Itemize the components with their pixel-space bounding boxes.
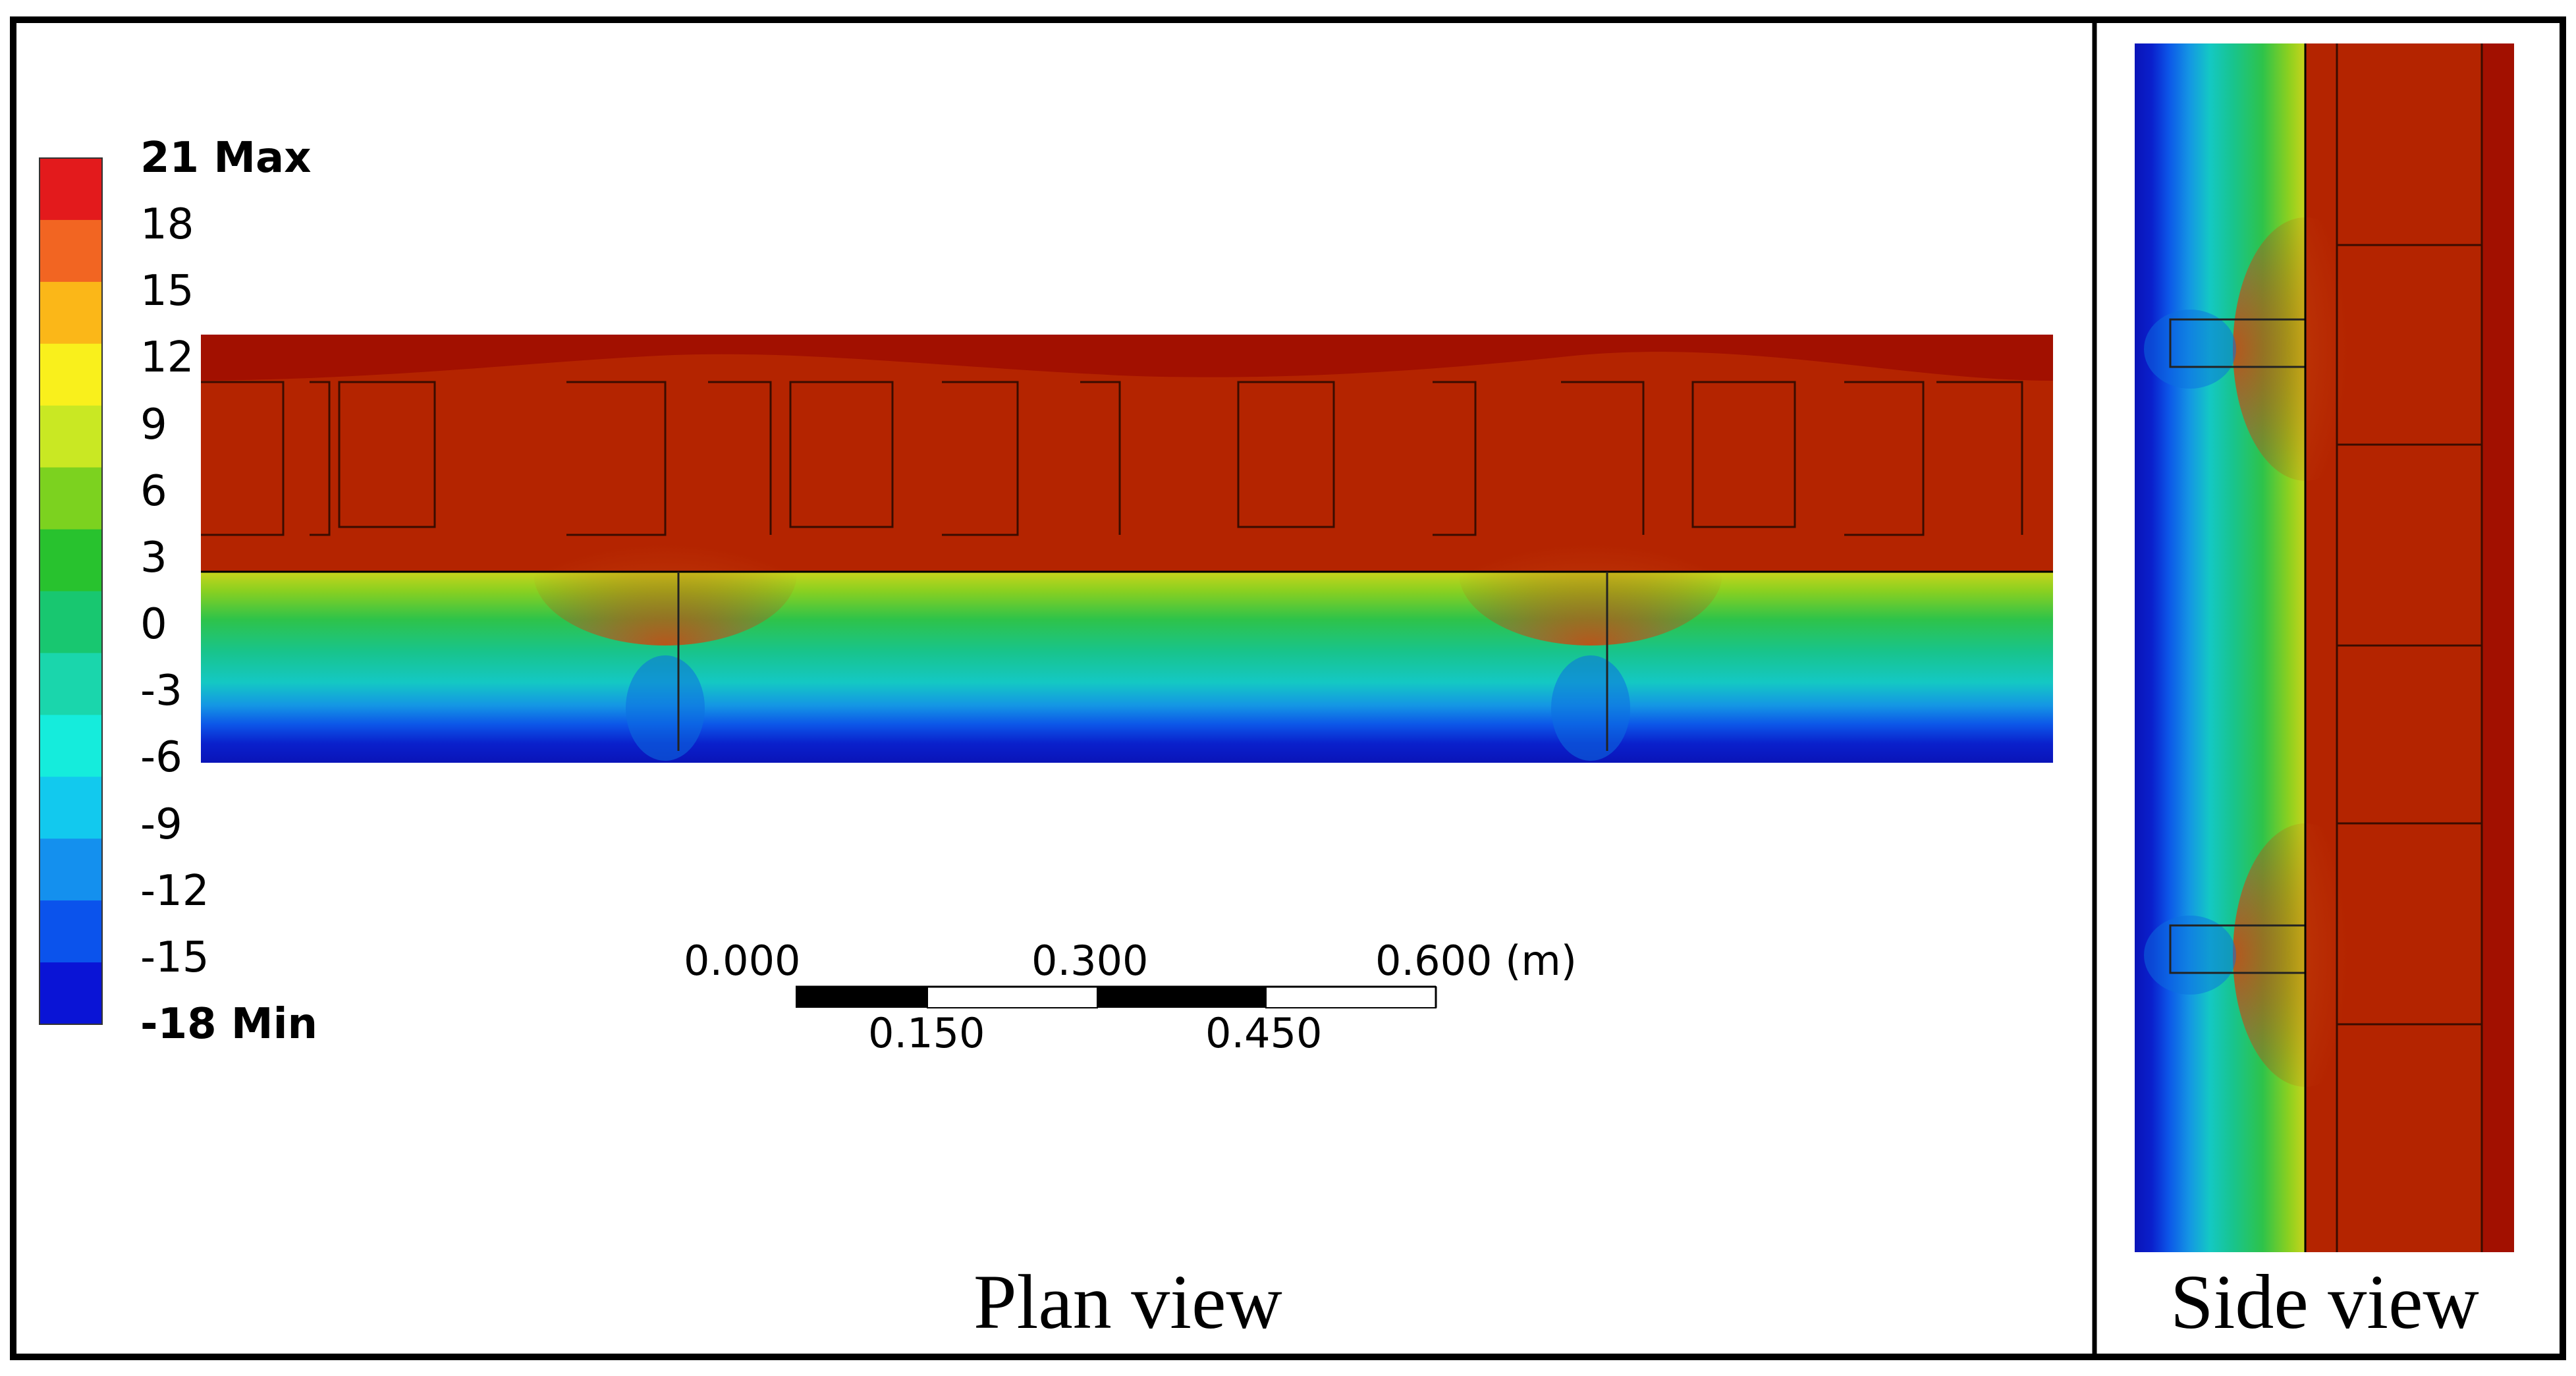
scale-label-0: 0.000 bbox=[684, 937, 801, 985]
legend-tick-label: -3 bbox=[140, 667, 182, 715]
legend-tick-label: 3 bbox=[140, 534, 167, 582]
plan-view-thermal-map bbox=[201, 335, 2053, 763]
plan-view-caption: Plan view bbox=[973, 1259, 1282, 1345]
legend-band bbox=[40, 219, 102, 283]
legend-border bbox=[39, 157, 103, 1025]
side-view-caption: Side view bbox=[2170, 1259, 2479, 1345]
legend-band bbox=[40, 715, 102, 777]
legend-band bbox=[40, 653, 102, 715]
legend-band bbox=[40, 281, 102, 344]
legend-tick-label: -12 bbox=[140, 867, 209, 916]
legend-band bbox=[40, 962, 102, 1025]
legend-tick-label: -9 bbox=[140, 800, 182, 849]
side-view-thermal-map bbox=[2135, 43, 2514, 1252]
legend-tick-label: 0 bbox=[140, 600, 167, 649]
legend-tick-label: -15 bbox=[140, 933, 209, 982]
temperature-color-bar bbox=[39, 157, 103, 1025]
scale-label-150: 0.150 bbox=[868, 1009, 985, 1057]
scale-label-450: 0.450 bbox=[1205, 1009, 1323, 1057]
legend-tick-label: 9 bbox=[140, 400, 167, 449]
outer-border bbox=[10, 16, 2566, 1360]
legend-tick-label: 15 bbox=[140, 267, 194, 316]
scale-label-600: 0.600 (m) bbox=[1375, 937, 1577, 985]
legend-band bbox=[40, 591, 102, 653]
legend-band bbox=[40, 405, 102, 468]
legend-band bbox=[40, 839, 102, 901]
legend-tick-label: -6 bbox=[140, 733, 182, 782]
legend-tick-label: 12 bbox=[140, 333, 194, 382]
legend-band bbox=[40, 529, 102, 592]
legend-band bbox=[40, 343, 102, 406]
legend-band bbox=[40, 777, 102, 839]
legend-tick-label: 18 bbox=[140, 200, 194, 249]
legend-tick-label: 6 bbox=[140, 467, 167, 516]
legend-tick-label: -18 Min bbox=[140, 1000, 318, 1049]
legend-tick-label: 21 Max bbox=[140, 134, 312, 182]
legend-band bbox=[40, 467, 102, 530]
legend-band bbox=[40, 158, 102, 221]
scale-bar bbox=[796, 985, 1437, 1008]
legend-band bbox=[40, 900, 102, 963]
scale-label-300: 0.300 bbox=[1031, 937, 1149, 985]
